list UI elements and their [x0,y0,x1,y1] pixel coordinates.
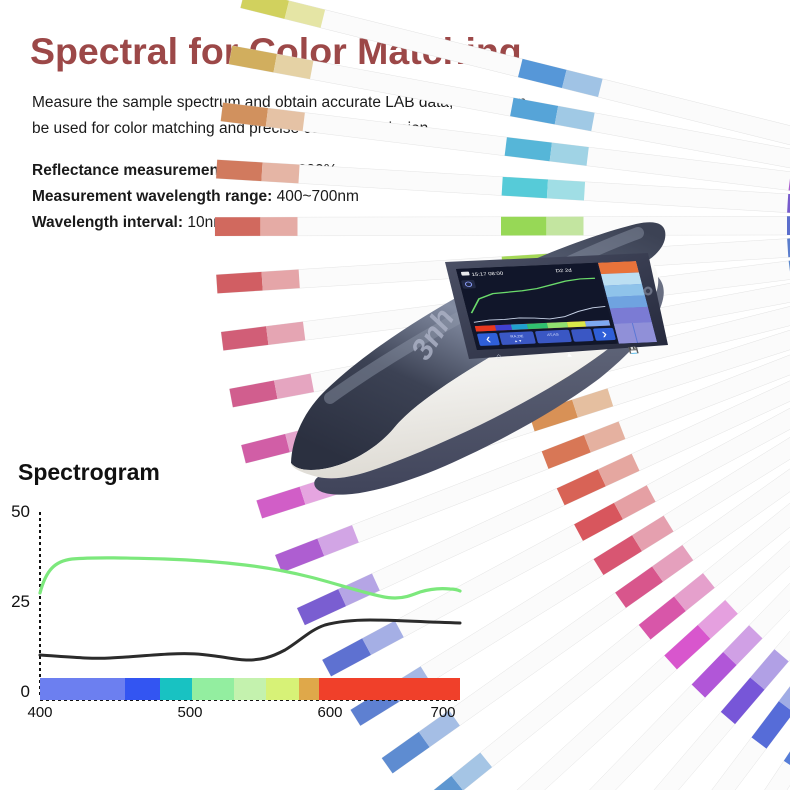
svg-text:RA,DE: RA,DE [510,334,525,339]
svg-text:▲▼: ▲▼ [513,338,523,343]
svg-text:25: 25 [11,592,30,611]
svg-text:AT,AS: AT,AS [547,332,560,337]
svg-text:500: 500 [177,704,202,721]
svg-text:600: 600 [317,704,342,721]
svg-text:50: 50 [11,502,30,521]
svg-text:0: 0 [21,682,30,701]
svg-text:💾: 💾 [628,346,640,354]
svg-text:700: 700 [430,704,455,721]
svg-text:400: 400 [27,704,52,721]
svg-text:D2 2d: D2 2d [555,268,572,274]
